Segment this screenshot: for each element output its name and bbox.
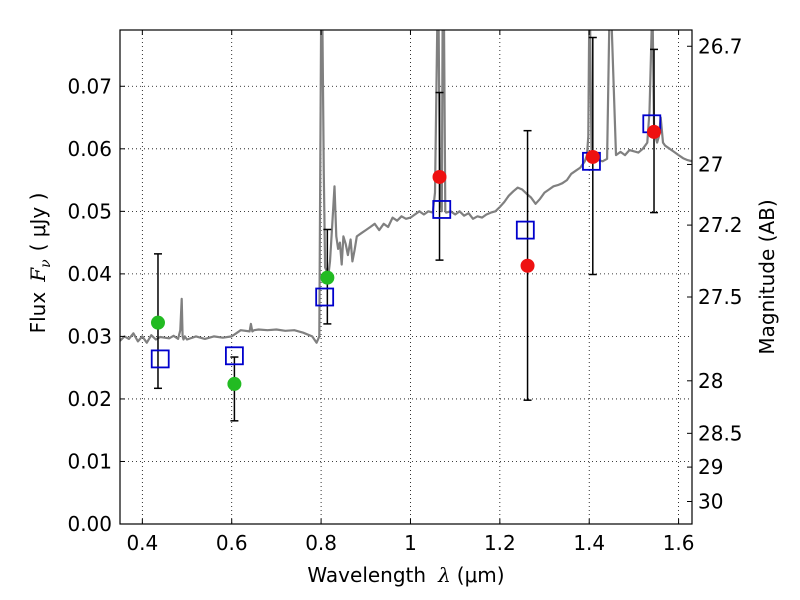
- y-tick-label: 0.06: [67, 137, 112, 161]
- y-tick-label: 0.01: [67, 449, 112, 473]
- y-tick-label: 0.03: [67, 324, 112, 348]
- green-point: [227, 376, 242, 391]
- x-tick-label: 1.2: [484, 531, 516, 555]
- y-axis-title-text: Flux: [26, 292, 50, 334]
- model-point: [515, 220, 535, 240]
- x-tick-label: 0.8: [305, 531, 337, 555]
- red-point: [585, 149, 600, 164]
- y-tick-label: 0.07: [67, 74, 112, 98]
- model-point: [224, 346, 244, 366]
- y2-tick-label: 29: [698, 455, 723, 479]
- x-axis-title-symbol: λ: [437, 563, 451, 587]
- plot-frame: [119, 29, 693, 525]
- x-tick-label: 1: [404, 531, 417, 555]
- axis-tick-labels: 0.4 0.6 0.8 1 1.2 1.4 1.6 0.00 0.01 0.02 0.03 0.04 0…: [67, 34, 742, 555]
- x-axis-title: Wavelength λ (μm): [307, 563, 504, 587]
- y2-axis-title: Magnitude (AB): [755, 199, 779, 354]
- red-point: [520, 258, 535, 273]
- y2-tick-label: 27.5: [698, 285, 743, 309]
- x-tick-label: 0.4: [126, 531, 158, 555]
- y-tick-label: 0.04: [67, 262, 112, 286]
- spectrum-series: [120, 30, 692, 344]
- axis-ticks: [120, 30, 692, 525]
- x-tick-label: 1.6: [663, 531, 695, 555]
- red-point: [647, 124, 662, 139]
- y2-tick-label: 28.5: [698, 421, 743, 445]
- y-tick-label: 0.05: [67, 199, 112, 223]
- y-tick-label: 0.00: [67, 512, 112, 536]
- green-point: [320, 270, 335, 285]
- y-axis-title-unit: ( μJy ): [26, 193, 50, 252]
- x-tick-label: 1.4: [573, 531, 605, 555]
- red-point: [432, 169, 447, 184]
- y-axis-title-symbol: F: [26, 267, 50, 283]
- model-point: [150, 349, 170, 369]
- y-axis-title: Flux Fν ( μJy ): [26, 193, 54, 334]
- y2-tick-label: 30: [698, 489, 723, 513]
- y2-tick-label: 26.7: [698, 34, 743, 58]
- model-point: [315, 287, 335, 307]
- y2-tick-label: 27.2: [698, 213, 743, 237]
- y2-tick-label: 27: [698, 152, 723, 176]
- y-axis-title-subscript: ν: [38, 259, 54, 268]
- x-tick-label: 0.6: [216, 531, 248, 555]
- y-tick-label: 0.02: [67, 387, 112, 411]
- observed-photometry-series: [150, 124, 662, 391]
- y2-tick-label: 28: [698, 369, 723, 393]
- plot-background: [120, 30, 692, 524]
- x-axis-title-text: Wavelength: [307, 563, 426, 587]
- x-axis-title-unit: (μm): [457, 563, 505, 587]
- model-point: [432, 200, 452, 219]
- spectrum-line: [120, 30, 692, 344]
- green-point: [150, 315, 165, 330]
